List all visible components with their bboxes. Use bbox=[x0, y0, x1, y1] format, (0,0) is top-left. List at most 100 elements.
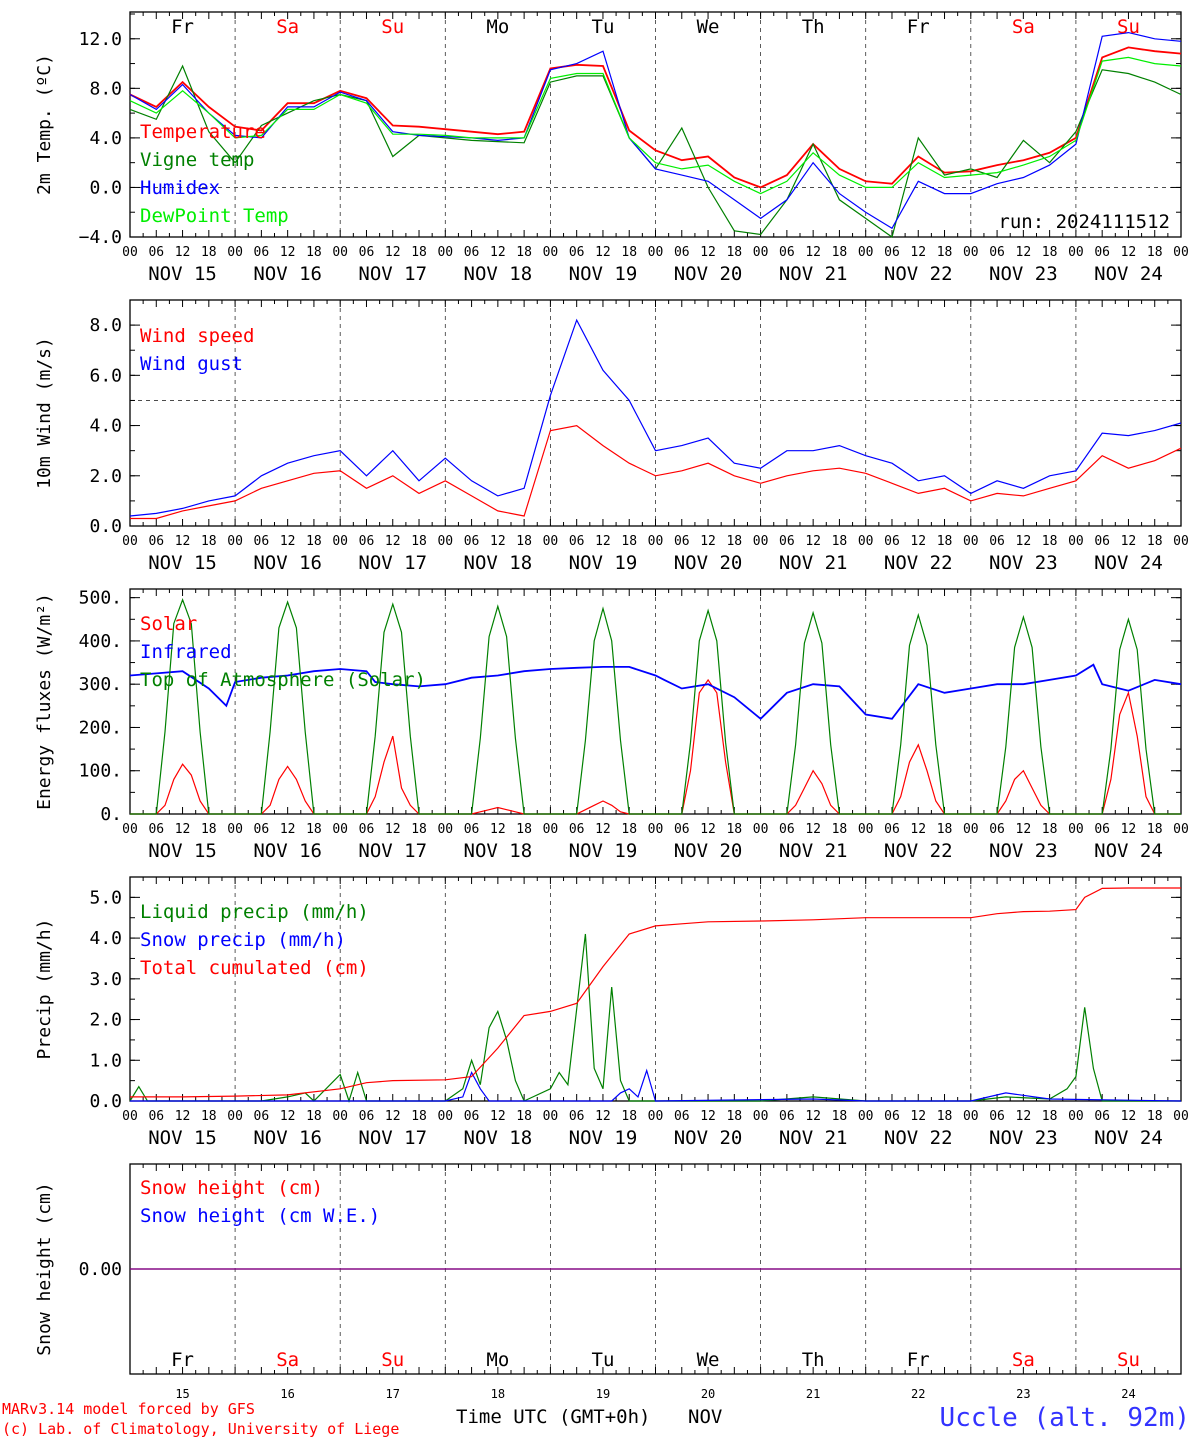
hour-tick-label: 00 bbox=[858, 822, 874, 837]
hour-tick-label: 06 bbox=[359, 1109, 375, 1124]
date-label: NOV 17 bbox=[358, 1127, 427, 1149]
panel-4: 0.0 1.0 2.0 3.0 4.0 5.0 Precip (mm/h) Liquid pr… bbox=[34, 876, 1189, 1149]
hour-tick-label: 12 bbox=[280, 1109, 296, 1124]
hour-tick-label: 18 bbox=[1042, 534, 1058, 549]
weekday-label: Tu bbox=[592, 16, 615, 38]
hour-tick-label: 06 bbox=[989, 534, 1005, 549]
y-axis-label: 2m Temp. (ºC) bbox=[34, 54, 55, 195]
y-tick-label: 2.0 bbox=[89, 1010, 122, 1031]
date-label: NOV 23 bbox=[989, 840, 1058, 862]
hour-tick-label: 06 bbox=[569, 822, 585, 837]
hour-tick-label: 06 bbox=[989, 1109, 1005, 1124]
hour-tick-label: 12 bbox=[805, 822, 821, 837]
hour-tick-label: 00 bbox=[648, 1109, 664, 1124]
y-tick-label: 12.0 bbox=[79, 29, 122, 50]
hour-tick-label: 12 bbox=[490, 534, 506, 549]
hour-tick-label: 12 bbox=[595, 245, 611, 260]
date-label: NOV 22 bbox=[884, 552, 953, 574]
hour-tick-label: 12 bbox=[175, 822, 191, 837]
day-number-label: 23 bbox=[1016, 1387, 1030, 1401]
hour-tick-label: 12 bbox=[490, 245, 506, 260]
hour-tick-label: 18 bbox=[516, 245, 532, 260]
date-label: NOV 15 bbox=[148, 552, 217, 574]
hour-tick-label: 18 bbox=[937, 534, 953, 549]
hour-tick-label: 06 bbox=[359, 822, 375, 837]
y-tick-label: 0. bbox=[100, 804, 122, 825]
hour-tick-label: 18 bbox=[411, 822, 427, 837]
date-label: NOV 19 bbox=[569, 263, 638, 285]
series-line-dewpoint-temp bbox=[129, 56, 1182, 195]
hour-tick-label: 00 bbox=[437, 245, 453, 260]
hour-tick-label: 12 bbox=[490, 822, 506, 837]
footer-credit: (c) Lab. of Climatology, University of L… bbox=[2, 1420, 399, 1438]
hour-tick-label: 00 bbox=[753, 534, 769, 549]
hour-tick-label: 12 bbox=[1016, 245, 1032, 260]
hour-tick-label: 18 bbox=[937, 1109, 953, 1124]
hour-tick-label: 00 bbox=[648, 822, 664, 837]
hour-tick-label: 06 bbox=[254, 822, 270, 837]
date-label: NOV 16 bbox=[253, 840, 322, 862]
hour-tick-label: 00 bbox=[858, 1109, 874, 1124]
y-tick-label: 0.00 bbox=[79, 1259, 122, 1280]
y-tick-label: 5.0 bbox=[89, 887, 122, 908]
station-label: Uccle (alt. 92m) bbox=[940, 1403, 1190, 1433]
hour-tick-label: 06 bbox=[674, 822, 690, 837]
hour-tick-label: 00 bbox=[227, 822, 243, 837]
hour-tick-label: 12 bbox=[1121, 245, 1137, 260]
date-label: NOV 18 bbox=[464, 840, 533, 862]
hour-tick-label: 06 bbox=[884, 534, 900, 549]
date-label: NOV 20 bbox=[674, 552, 743, 574]
series-line-temperature bbox=[129, 46, 1182, 189]
hour-tick-label: 00 bbox=[963, 822, 979, 837]
hour-tick-label: 18 bbox=[1042, 822, 1058, 837]
hour-tick-label: 12 bbox=[910, 822, 926, 837]
date-label: NOV 18 bbox=[464, 1127, 533, 1149]
date-label: NOV 17 bbox=[358, 840, 427, 862]
hour-tick-label: 12 bbox=[490, 1109, 506, 1124]
hour-tick-label: 00 bbox=[1068, 822, 1084, 837]
hour-tick-label: 12 bbox=[175, 1109, 191, 1124]
y-tick-label: 2.0 bbox=[89, 466, 122, 487]
hour-tick-label: 06 bbox=[464, 245, 480, 260]
hour-tick-label: 00 bbox=[1173, 245, 1189, 260]
hour-tick-label: 12 bbox=[595, 822, 611, 837]
y-tick-label: 0.0 bbox=[89, 177, 122, 198]
hour-tick-label: 00 bbox=[858, 245, 874, 260]
date-label: NOV 17 bbox=[358, 263, 427, 285]
hour-tick-label: 18 bbox=[1042, 1109, 1058, 1124]
legend-entry: Solar bbox=[140, 613, 197, 635]
date-label: NOV 21 bbox=[779, 263, 848, 285]
hour-tick-label: 18 bbox=[832, 1109, 848, 1124]
date-label: NOV 22 bbox=[884, 1127, 953, 1149]
panel-5: 0.00 Snow height (cm) Snow height (cm) Snow… bbox=[34, 1163, 1182, 1401]
series-line-total-cumulated-cm- bbox=[130, 887, 1181, 1098]
y-tick-label: 1.0 bbox=[89, 1050, 122, 1071]
hour-tick-label: 18 bbox=[832, 245, 848, 260]
hour-tick-label: 18 bbox=[937, 245, 953, 260]
footer-xlabel: Time UTC (GMT+0h) bbox=[456, 1406, 650, 1428]
hour-tick-label: 00 bbox=[1068, 245, 1084, 260]
hour-tick-label: 12 bbox=[1016, 534, 1032, 549]
hour-tick-label: 06 bbox=[359, 245, 375, 260]
y-tick-label: 400. bbox=[79, 631, 122, 652]
hour-tick-label: 12 bbox=[805, 1109, 821, 1124]
y-axis-label: Energy fluxes (W/m²) bbox=[34, 593, 55, 810]
y-tick-label: 6.0 bbox=[89, 365, 122, 386]
hour-tick-label: 06 bbox=[989, 822, 1005, 837]
hour-tick-label: 00 bbox=[332, 245, 348, 260]
series-line-solar bbox=[130, 678, 1181, 815]
hour-tick-label: 00 bbox=[1173, 1109, 1189, 1124]
legend-entry: Snow height (cm) bbox=[140, 1177, 323, 1199]
y-tick-label: −4.0 bbox=[79, 227, 122, 248]
hour-tick-label: 00 bbox=[753, 822, 769, 837]
date-label: NOV 24 bbox=[1094, 552, 1163, 574]
hour-tick-label: 12 bbox=[1016, 1109, 1032, 1124]
hour-tick-label: 12 bbox=[280, 245, 296, 260]
y-axis-label: Precip (mm/h) bbox=[34, 919, 55, 1060]
hour-tick-label: 12 bbox=[280, 822, 296, 837]
hour-tick-label: 00 bbox=[227, 1109, 243, 1124]
hour-tick-label: 18 bbox=[1147, 534, 1163, 549]
date-label: NOV 18 bbox=[464, 263, 533, 285]
hour-tick-label: 18 bbox=[306, 1109, 322, 1124]
